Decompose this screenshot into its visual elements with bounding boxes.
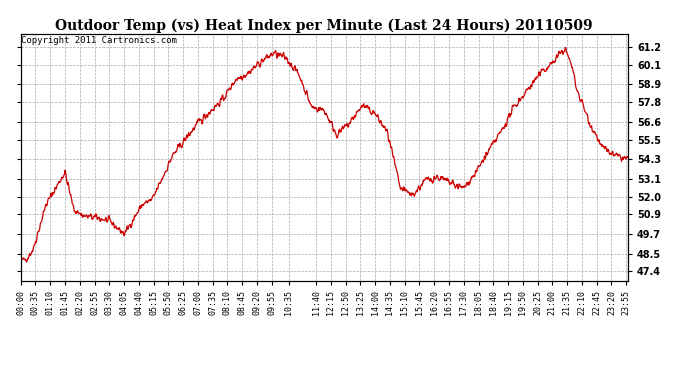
- Title: Outdoor Temp (vs) Heat Index per Minute (Last 24 Hours) 20110509: Outdoor Temp (vs) Heat Index per Minute …: [55, 18, 593, 33]
- Text: Copyright 2011 Cartronics.com: Copyright 2011 Cartronics.com: [21, 36, 177, 45]
